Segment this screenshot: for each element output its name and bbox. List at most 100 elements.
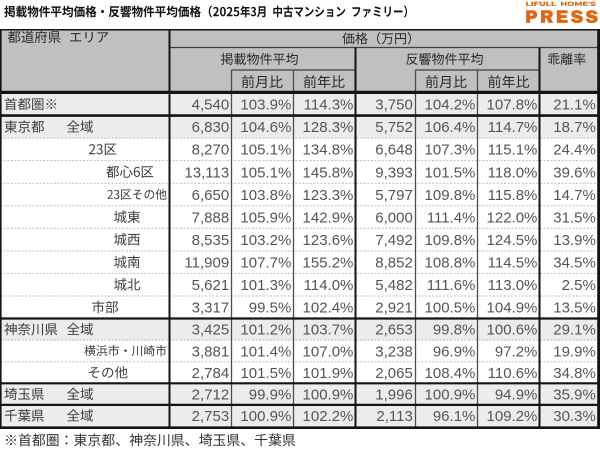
svg-text:142.9%: 142.9% [303, 209, 354, 226]
svg-text:2,712: 2,712 [192, 386, 230, 403]
svg-text:3,425: 3,425 [192, 322, 230, 339]
svg-text:99.8%: 99.8% [433, 322, 476, 339]
svg-text:5,797: 5,797 [375, 187, 413, 204]
svg-text:107.7%: 107.7% [240, 254, 291, 271]
svg-text:109.2%: 109.2% [487, 408, 538, 425]
svg-text:106.4%: 106.4% [425, 119, 476, 136]
svg-text:2,065: 2,065 [375, 365, 413, 382]
svg-text:100.5%: 100.5% [425, 300, 476, 317]
svg-text:114.7%: 114.7% [488, 119, 538, 136]
svg-text:31.5%: 31.5% [553, 209, 596, 226]
svg-text:34.5%: 34.5% [553, 254, 596, 271]
svg-text:24.4%: 24.4% [553, 142, 596, 159]
svg-text:115.8%: 115.8% [488, 187, 538, 204]
svg-text:114.3%: 114.3% [304, 97, 354, 114]
svg-text:39.6%: 39.6% [553, 164, 596, 181]
svg-text:8,270: 8,270 [192, 142, 230, 159]
svg-text:109.8%: 109.8% [425, 187, 476, 204]
svg-text:2,113: 2,113 [376, 408, 412, 425]
svg-text:1,996: 1,996 [375, 386, 413, 403]
svg-text:29.1%: 29.1% [553, 322, 596, 339]
svg-text:107.3%: 107.3% [425, 142, 476, 159]
svg-text:4,540: 4,540 [192, 97, 230, 114]
svg-text:115.1%: 115.1% [488, 142, 538, 159]
svg-text:96.9%: 96.9% [433, 343, 476, 360]
svg-text:103.9%: 103.9% [240, 97, 291, 114]
svg-text:110.6%: 110.6% [488, 365, 538, 382]
svg-text:2,653: 2,653 [375, 322, 413, 339]
svg-text:35.9%: 35.9% [553, 386, 596, 403]
svg-text:109.8%: 109.8% [425, 232, 476, 249]
svg-text:3,238: 3,238 [375, 343, 413, 360]
svg-text:123.6%: 123.6% [303, 232, 354, 249]
svg-text:145.8%: 145.8% [303, 164, 354, 181]
svg-text:5,621: 5,621 [192, 277, 230, 294]
svg-text:101.4%: 101.4% [240, 343, 291, 360]
svg-text:105.1%: 105.1% [240, 164, 291, 181]
svg-text:101.9%: 101.9% [303, 365, 354, 382]
svg-text:13.9%: 13.9% [553, 232, 596, 249]
svg-text:111.4%: 111.4% [427, 209, 476, 226]
svg-text:128.3%: 128.3% [303, 119, 354, 136]
svg-text:13,113: 13,113 [184, 164, 229, 181]
svg-text:6,650: 6,650 [192, 187, 230, 204]
svg-text:102.2%: 102.2% [303, 408, 354, 425]
svg-text:7,888: 7,888 [192, 209, 230, 226]
svg-text:18.7%: 18.7% [553, 119, 596, 136]
svg-text:114.0%: 114.0% [304, 277, 354, 294]
svg-text:101.5%: 101.5% [240, 365, 291, 382]
svg-text:99.5%: 99.5% [249, 300, 292, 317]
svg-text:6,648: 6,648 [375, 142, 413, 159]
svg-text:100.6%: 100.6% [487, 322, 538, 339]
svg-text:5,752: 5,752 [375, 119, 413, 136]
svg-text:8,535: 8,535 [192, 232, 230, 249]
svg-text:14.7%: 14.7% [553, 187, 596, 204]
svg-text:3,750: 3,750 [375, 97, 413, 114]
svg-text:2,784: 2,784 [192, 365, 230, 382]
svg-text:100.9%: 100.9% [303, 386, 354, 403]
svg-text:104.9%: 104.9% [487, 300, 538, 317]
svg-text:111.6%: 111.6% [427, 277, 476, 294]
svg-text:94.9%: 94.9% [495, 386, 538, 403]
svg-text:2.5%: 2.5% [562, 277, 596, 294]
svg-text:107.8%: 107.8% [487, 97, 538, 114]
svg-text:101.2%: 101.2% [240, 322, 291, 339]
svg-text:124.5%: 124.5% [487, 232, 538, 249]
svg-text:103.8%: 103.8% [240, 187, 291, 204]
svg-text:104.2%: 104.2% [425, 97, 476, 114]
svg-text:102.4%: 102.4% [303, 300, 354, 317]
svg-text:3,317: 3,317 [192, 300, 230, 317]
svg-text:105.1%: 105.1% [240, 142, 291, 159]
svg-text:19.9%: 19.9% [553, 343, 596, 360]
svg-text:122.0%: 122.0% [487, 209, 538, 226]
svg-text:107.0%: 107.0% [303, 343, 354, 360]
svg-text:100.9%: 100.9% [240, 408, 291, 425]
svg-text:97.2%: 97.2% [495, 343, 538, 360]
svg-text:9,393: 9,393 [375, 164, 413, 181]
svg-text:103.2%: 103.2% [240, 232, 291, 249]
svg-text:114.5%: 114.5% [488, 254, 538, 271]
svg-text:105.9%: 105.9% [240, 209, 291, 226]
svg-text:6,830: 6,830 [192, 119, 230, 136]
svg-text:5,482: 5,482 [375, 277, 413, 294]
svg-text:30.3%: 30.3% [553, 408, 596, 425]
svg-text:7,492: 7,492 [375, 232, 413, 249]
svg-text:13.5%: 13.5% [553, 300, 596, 317]
svg-text:21.1%: 21.1% [553, 97, 596, 114]
svg-text:155.2%: 155.2% [303, 254, 354, 271]
svg-text:118.0%: 118.0% [488, 164, 538, 181]
svg-text:2,921: 2,921 [375, 300, 413, 317]
svg-text:101.3%: 101.3% [240, 277, 291, 294]
svg-text:99.9%: 99.9% [249, 386, 292, 403]
svg-text:104.6%: 104.6% [240, 119, 291, 136]
svg-text:134.8%: 134.8% [303, 142, 354, 159]
svg-text:34.8%: 34.8% [553, 365, 596, 382]
svg-text:101.5%: 101.5% [425, 164, 476, 181]
svg-text:108.4%: 108.4% [425, 365, 476, 382]
svg-text:123.3%: 123.3% [303, 187, 354, 204]
svg-text:3,881: 3,881 [192, 343, 230, 360]
svg-text:100.9%: 100.9% [425, 386, 476, 403]
svg-text:113.0%: 113.0% [488, 277, 538, 294]
svg-text:96.1%: 96.1% [433, 408, 476, 425]
svg-text:6,000: 6,000 [375, 209, 413, 226]
